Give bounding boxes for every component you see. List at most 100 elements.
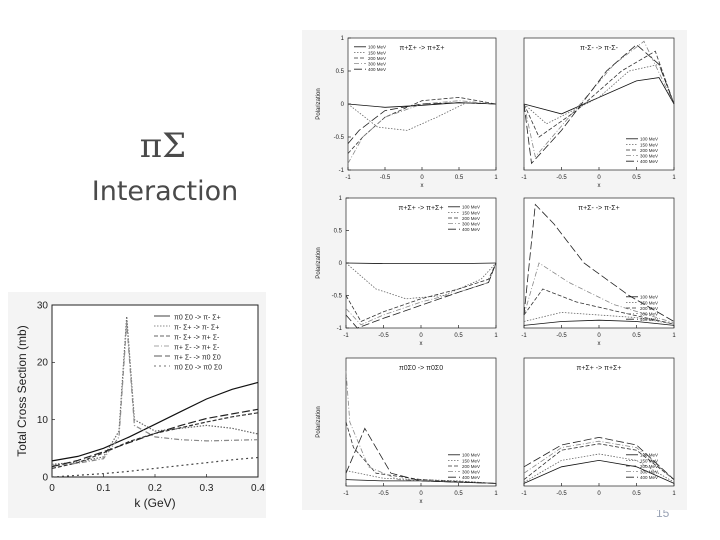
- plot-1-ytick-label: 0: [341, 102, 345, 108]
- plot-1-xtick-label: -0.5: [380, 175, 391, 181]
- plot-0-legend-label: π0 Σ0 -> π- Σ+: [174, 314, 221, 321]
- plot-3-series-line: [345, 262, 497, 329]
- plot-0-xtick-label: 0.3: [200, 483, 214, 494]
- plot-3-xtick-label: 1: [494, 333, 498, 339]
- plot-3-series-line: [345, 262, 497, 323]
- plot-3-legend-label: 200 MeV: [462, 216, 480, 221]
- plot-6-legend-label: 100 MeV: [640, 453, 658, 458]
- plot-3-legend-label: 100 MeV: [462, 205, 480, 210]
- plot-2-legend-label: 100 MeV: [640, 137, 658, 142]
- plot-6-series-line: [523, 440, 675, 480]
- plot-2-xtick-label: 1: [672, 175, 676, 181]
- plot-0-ytick-label: 30: [37, 300, 49, 311]
- plot-1-legend-label: 300 MeV: [368, 61, 386, 66]
- plot-4-xtick-label: 1: [672, 333, 676, 339]
- plot-0-xtick-label: 0.1: [97, 483, 111, 494]
- plot-5-xlabel: x: [420, 499, 423, 505]
- plot-3-xlabel: x: [420, 341, 423, 347]
- plot-0-frame: [51, 304, 259, 478]
- plot-3-series-line: [345, 262, 497, 265]
- plot-4-xtick-label: -0.5: [556, 333, 567, 339]
- plot-5-xtick-label: 0: [419, 491, 423, 497]
- plot-1-xtick-label: -1: [345, 175, 351, 181]
- plot-6-xtick-label: -0.5: [556, 491, 567, 497]
- plot-0-legend-label: π+ Σ- -> π0 Σ0: [174, 354, 221, 361]
- plot-1-series-line: [347, 96, 497, 154]
- plot-4-xlabel: x: [598, 341, 601, 347]
- plot-1-xtick-label: 0: [420, 175, 424, 181]
- plot-6-xtick-label: 0.5: [632, 491, 641, 497]
- plot-5-xtick-label: 1: [494, 491, 498, 497]
- plot-5-frame: [345, 357, 497, 487]
- plot-0-ytick-label: 0: [42, 472, 48, 483]
- plot-0-series-line: [51, 322, 259, 467]
- plot-3-ytick-label: 1: [339, 196, 343, 202]
- plot-0-xtick-label: 0.2: [148, 483, 162, 494]
- plot-2-xlabel: x: [598, 183, 601, 189]
- plot-0-legend-label: π+ Σ- -> π+ Σ-: [174, 344, 220, 351]
- plot-4-series-line: [523, 288, 675, 325]
- plot-3-ytick-label: -1: [337, 326, 343, 332]
- plot-5-legend-label: 400 MeV: [462, 475, 480, 480]
- plot-0-ytick-label: 20: [37, 358, 49, 369]
- plot-3-ylabel: Polarization: [316, 247, 322, 278]
- plot-5-series-line: [345, 421, 497, 484]
- plot-5-legend-label: 150 MeV: [462, 458, 480, 463]
- plot-1-ytick-label: -0.5: [334, 135, 345, 141]
- slide-title-symbol: πΣ: [139, 126, 187, 166]
- plot-4-legend-label: 100 MeV: [640, 295, 658, 300]
- plot-6-series-line: [523, 453, 675, 483]
- plot-4-frame: [523, 197, 675, 329]
- plot-2-series-line: [523, 77, 675, 115]
- plot-0-xtick-label: 0: [49, 483, 55, 494]
- plot-6-xtick-label: 1: [672, 491, 676, 497]
- plot-1-series-line: [347, 102, 497, 131]
- plot-2-xtick-label: -1: [521, 175, 527, 181]
- plot-3-legend-label: 300 MeV: [462, 221, 480, 226]
- plot-1-legend-label: 400 MeV: [368, 67, 386, 72]
- plot-5-series-line: [345, 427, 497, 484]
- plot-6-legend-label: 400 MeV: [640, 475, 658, 480]
- plot-6-series-line: [523, 436, 675, 480]
- plot-3-legend-label: 150 MeV: [462, 210, 480, 215]
- plot-4-series-line: [523, 262, 675, 324]
- plot-4-xtick-label: 0: [597, 333, 601, 339]
- plot-5-series-line: [345, 470, 497, 484]
- plot-2-legend-label: 400 MeV: [640, 159, 658, 164]
- plot-2-legend-label: 300 MeV: [640, 153, 658, 158]
- plot-6-series-line: [523, 443, 675, 480]
- plot-3-title: π+Σ+ -> π+Σ+: [399, 205, 444, 212]
- plot-0-xlabel: k (GeV): [134, 496, 175, 510]
- plot-2-frame: [523, 37, 675, 171]
- plot-4-series-line: [523, 319, 675, 326]
- plot-5-legend-label: 200 MeV: [462, 464, 480, 469]
- plot-3-ytick-label: 0.5: [334, 229, 343, 235]
- plot-1-ytick-label: -1: [339, 168, 345, 174]
- plot-6-legend-label: 150 MeV: [640, 458, 658, 463]
- plot-2-xtick-label: -0.5: [556, 175, 567, 181]
- plot-6-xtick-label: -1: [521, 491, 527, 497]
- plot-6-legend-label: 200 MeV: [640, 464, 658, 469]
- plot-3-xtick-label: -0.5: [378, 333, 389, 339]
- plot-4-legend-label: 200 MeV: [640, 306, 658, 311]
- plot-4-legend-label: 400 MeV: [640, 317, 658, 322]
- plot-1-ytick-label: 1: [341, 36, 345, 42]
- plot-1-ylabel: Polarization: [316, 88, 322, 119]
- plot-2-series-line: [523, 44, 675, 165]
- plot-2-legend-label: 200 MeV: [640, 148, 658, 153]
- slide-title-word: Interaction: [91, 176, 239, 207]
- plot-1-series-line: [347, 102, 497, 144]
- plot-0-series-line: [51, 412, 259, 469]
- plot-2-xtick-label: 0.5: [632, 175, 641, 181]
- plot-0-series-line: [51, 408, 259, 468]
- plot-1-xlabel: x: [421, 183, 424, 189]
- plot-1-legend-label: 100 MeV: [368, 45, 386, 50]
- plot-4-series-line: [523, 311, 675, 325]
- plot-4-xtick-label: 0.5: [632, 333, 641, 339]
- plot-4-xtick-label: -1: [521, 333, 527, 339]
- plot-5-legend-label: 300 MeV: [462, 469, 480, 474]
- plot-1-title: π+Σ+ -> π+Σ+: [400, 45, 445, 52]
- plot-2-legend-label: 150 MeV: [640, 142, 658, 147]
- plot-3-xtick-label: -1: [343, 333, 349, 339]
